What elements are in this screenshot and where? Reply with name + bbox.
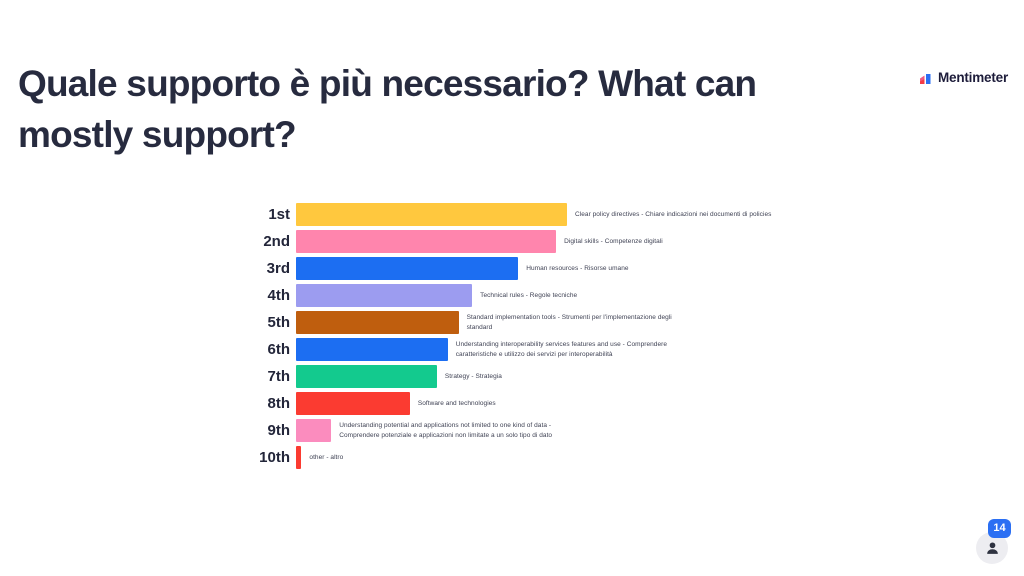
ranking-chart: 1st Clear policy directives - Chiare ind…	[254, 203, 771, 469]
chart-row: 8th Software and technologies	[254, 392, 771, 415]
chart-row: 5th Standard implementation tools - Stru…	[254, 311, 771, 334]
rank-label: 1st	[268, 206, 290, 223]
ranking-bar	[296, 419, 332, 442]
chart-row: 1st Clear policy directives - Chiare ind…	[254, 203, 771, 226]
page-title: Quale supporto è più necessario? What ca…	[18, 58, 898, 160]
rank-label: 10th	[259, 449, 290, 466]
page-title-line-2: mostly support?	[18, 114, 297, 155]
ranking-bar	[296, 257, 519, 280]
chart-row: 6th Understanding interoperability servi…	[254, 338, 771, 361]
ranking-bar	[296, 446, 302, 469]
rank-label: 4th	[267, 287, 291, 304]
chart-row: 4th Technical rules - Regole tecniche	[254, 284, 771, 307]
chart-row: 3rd Human resources - Risorse umane	[254, 257, 771, 280]
ranking-bar	[296, 392, 410, 415]
person-icon	[986, 541, 998, 554]
rank-label: 8th	[267, 395, 291, 412]
bar-label: Standard implementation tools - Strument…	[466, 314, 672, 331]
bar-label: Digital skills - Competenze digitali	[564, 237, 663, 245]
ranking-bar	[296, 284, 473, 307]
rank-label: 2nd	[263, 233, 290, 250]
bar-label: Technical rules - Regole tecniche	[480, 291, 578, 299]
mentimeter-logo: Mentimeter	[919, 70, 1008, 85]
ranking-bar	[296, 338, 448, 361]
chart-row: 9th Understanding potential and applicat…	[254, 419, 771, 442]
rank-label: 3rd	[266, 260, 290, 277]
ranking-bar	[296, 311, 459, 334]
rank-label: 9th	[267, 422, 291, 439]
rank-label: 7th	[267, 368, 291, 385]
mentimeter-logo-text: Mentimeter	[937, 70, 1008, 85]
bar-label: Software and technologies	[417, 399, 496, 407]
chart-row: 10th other - altro	[254, 446, 771, 469]
bar-label: Human resources - Risorse umane	[526, 264, 629, 272]
ranking-bar	[296, 203, 567, 226]
ranking-bar	[296, 365, 437, 388]
participants-count-badge[interactable]: 14	[988, 519, 1011, 538]
bar-label: Strategy - Strategia	[444, 372, 502, 380]
mentimeter-logo-icon	[919, 73, 931, 84]
ranking-bar	[296, 230, 557, 253]
bar-label: other - altro	[309, 453, 344, 461]
rank-label: 5th	[267, 314, 291, 331]
participants-widget: 14	[976, 519, 1011, 564]
bar-label: Understanding interoperability services …	[455, 341, 667, 358]
chart-row: 2nd Digital skills - Competenze digitali	[254, 230, 771, 253]
bar-label: Clear policy directives - Chiare indicaz…	[575, 210, 772, 218]
bar-label: Understanding potential and applications…	[339, 422, 553, 439]
page-title-line-1: Quale supporto è più necessario? What ca…	[18, 63, 757, 104]
rank-label: 6th	[267, 341, 291, 358]
chart-row: 7th Strategy - Strategia	[254, 365, 771, 388]
